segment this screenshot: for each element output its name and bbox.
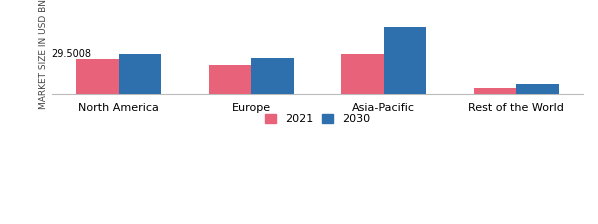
Bar — [341, 54, 384, 93]
Bar — [384, 27, 426, 93]
Text: 29.5008: 29.5008 — [51, 49, 91, 59]
Bar — [474, 88, 517, 93]
Bar — [251, 58, 294, 93]
Bar — [118, 54, 161, 93]
Y-axis label: MARKET SIZE IN USD BN: MARKET SIZE IN USD BN — [39, 0, 48, 109]
Bar — [517, 84, 559, 93]
Bar — [209, 65, 251, 93]
Legend: 2021, 2030: 2021, 2030 — [261, 110, 374, 129]
Bar — [76, 59, 118, 93]
